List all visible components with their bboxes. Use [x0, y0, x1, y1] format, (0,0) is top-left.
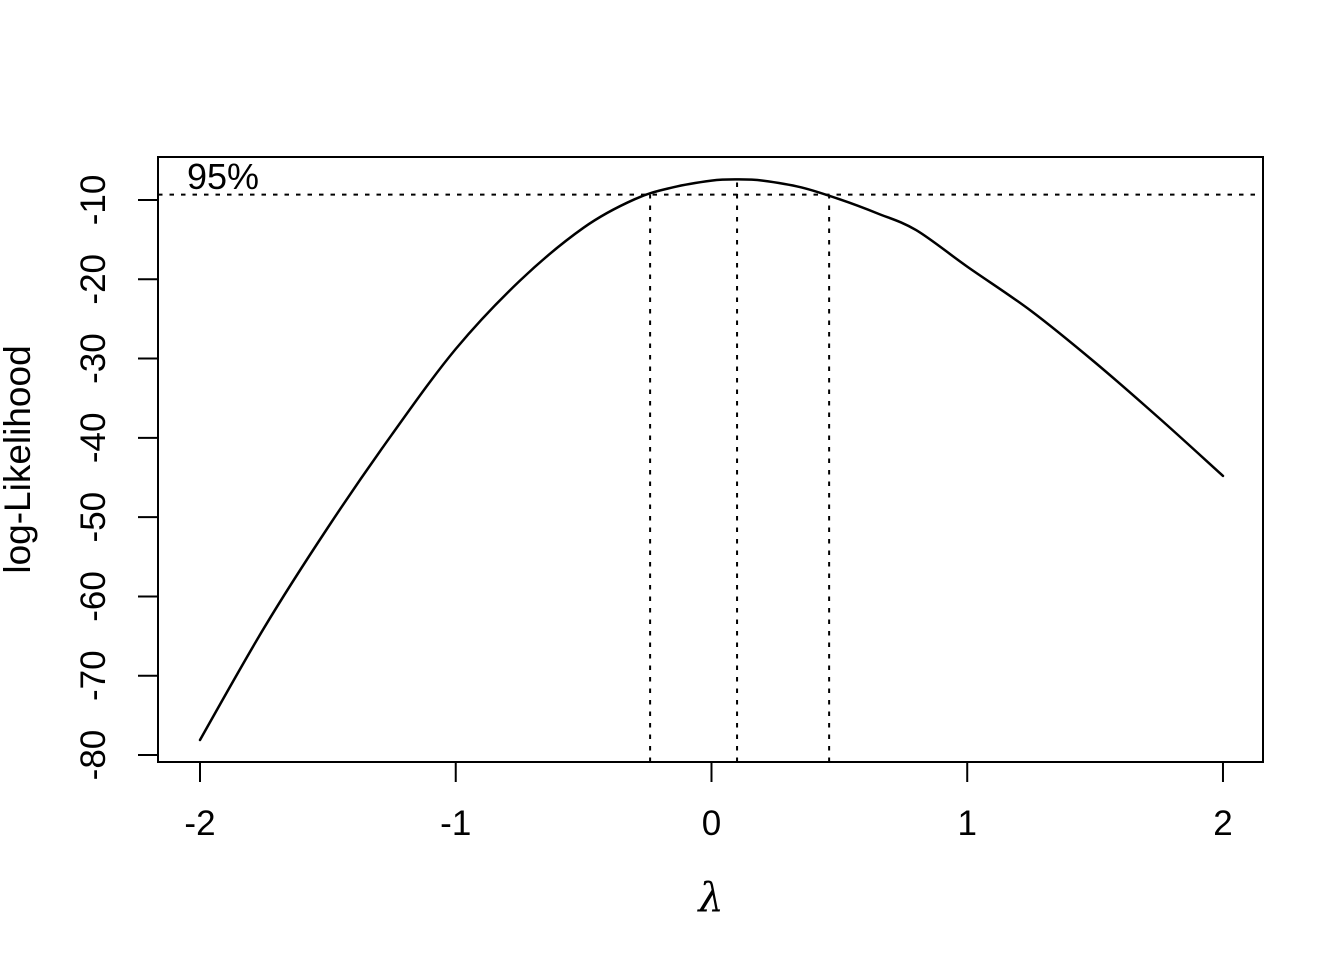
y-tick-label: -30 [74, 333, 113, 384]
y-tick-label: -70 [74, 650, 113, 701]
y-tick-label: -10 [74, 175, 113, 226]
x-tick-label: 1 [957, 804, 976, 843]
y-tick-label: -60 [74, 571, 113, 622]
y-axis-label: log-Likelihood [0, 345, 38, 573]
plot-border [157, 156, 1264, 763]
y-tick-label: -40 [74, 413, 113, 464]
confidence-level-label: 95% [187, 156, 259, 197]
x-tick-label: -2 [184, 804, 215, 843]
y-tick-label: -20 [74, 254, 113, 305]
log-likelihood-curve [198, 178, 1225, 742]
x-tick-label: 0 [702, 804, 721, 843]
y-tick-label: -80 [74, 730, 113, 781]
x-tick-label: -1 [440, 804, 471, 843]
x-tick-label: 2 [1213, 804, 1232, 843]
x-axis-label: λ [696, 875, 723, 921]
y-tick-label: -50 [74, 492, 113, 543]
